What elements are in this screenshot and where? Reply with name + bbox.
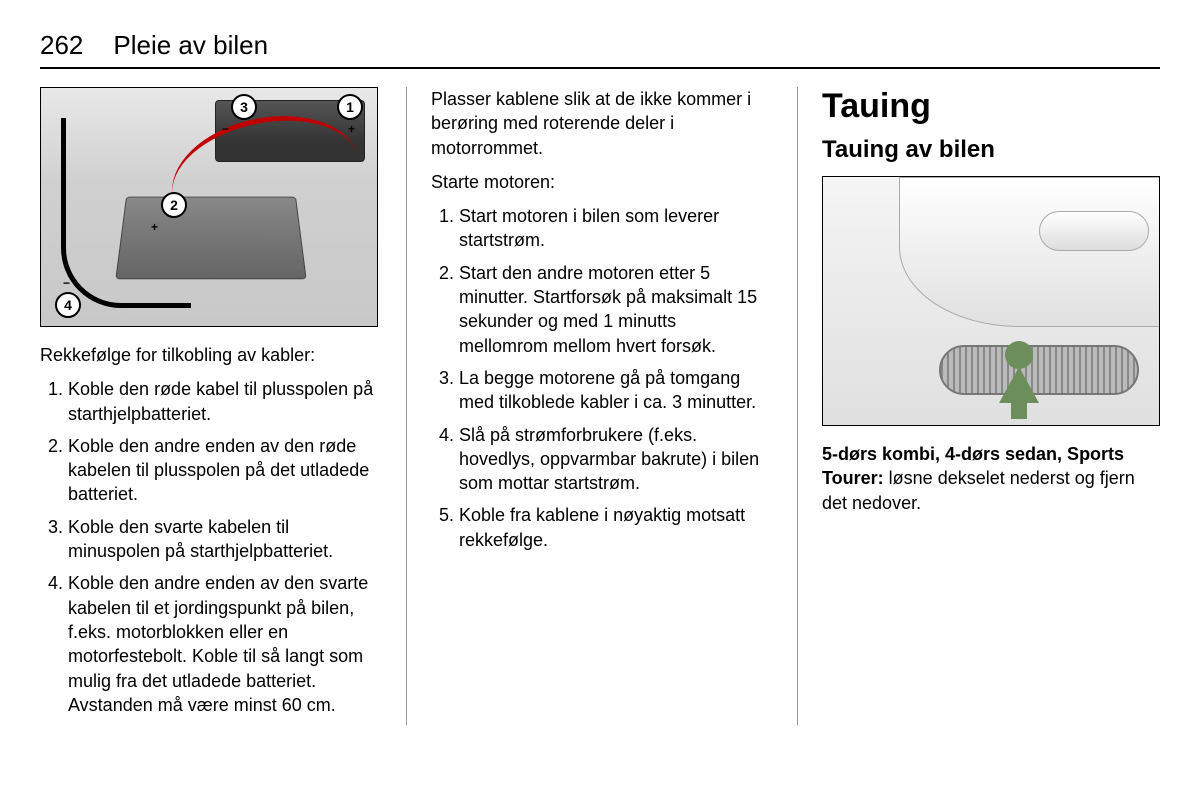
car-body-shape	[899, 177, 1160, 327]
column-1: 1 + 2 + 3 − 4 − Rekkefølge for tilkoblin…	[40, 87, 378, 725]
headlamp-shape	[1039, 211, 1149, 251]
list-item: Start motoren i bilen som leverer starts…	[459, 204, 769, 253]
arrow-stem	[1011, 399, 1027, 419]
page-header: 262 Pleie av bilen	[40, 30, 1160, 69]
battery-diagram: 1 + 2 + 3 − 4 −	[40, 87, 378, 327]
col3-caption: 5-dørs kombi, 4-dørs sedan, Sports Toure…	[822, 442, 1160, 515]
list-item: Koble den røde kabel til plusspolen på s…	[68, 377, 378, 426]
column-2: Plasser kablene slik at de ikke kommer i…	[406, 87, 769, 725]
subheading-tauing-av-bilen: Tauing av bilen	[822, 136, 1160, 164]
list-item: Koble den andre enden av den svarte kabe…	[68, 571, 378, 717]
marker-1: 1	[337, 94, 363, 120]
page-title: Pleie av bilen	[113, 30, 268, 61]
col2-para2: Starte motoren:	[431, 170, 769, 194]
list-item: Slå på strømforbrukere (f.eks. hovedlys,…	[459, 423, 769, 496]
plus-sign-1: +	[348, 122, 355, 136]
marker-4: 4	[55, 292, 81, 318]
content-columns: 1 + 2 + 3 − 4 − Rekkefølge for tilkoblin…	[40, 87, 1160, 725]
list-item: La begge motorene gå på tomgang med tilk…	[459, 366, 769, 415]
list-item: Start den andre motoren etter 5 minutter…	[459, 261, 769, 358]
col2-steps: Start motoren i bilen som leverer starts…	[431, 204, 769, 552]
plus-sign-2: +	[151, 220, 158, 234]
list-item: Koble den svarte kabelen til minuspolen …	[68, 515, 378, 564]
column-3: Tauing Tauing av bilen 5-dørs kombi, 4-d…	[797, 87, 1160, 725]
col2-para1: Plasser kablene slik at de ikke kommer i…	[431, 87, 769, 160]
page-number: 262	[40, 30, 83, 61]
col1-steps: Koble den røde kabel til plusspolen på s…	[40, 377, 378, 717]
list-item: Koble den andre enden av den røde kabele…	[68, 434, 378, 507]
heading-tauing: Tauing	[822, 87, 1160, 126]
col1-intro: Rekkefølge for tilkobling av kabler:	[40, 343, 378, 367]
marker-2: 2	[161, 192, 187, 218]
car-grille-shape	[939, 345, 1139, 395]
minus-sign-3: −	[222, 122, 229, 136]
car-front-diagram	[822, 176, 1160, 426]
marker-3: 3	[231, 94, 257, 120]
minus-sign-4: −	[63, 276, 70, 290]
arrow-up-icon	[999, 367, 1039, 403]
arrow-dot	[1005, 341, 1033, 369]
list-item: Koble fra kablene i nøyaktig motsatt rek…	[459, 503, 769, 552]
